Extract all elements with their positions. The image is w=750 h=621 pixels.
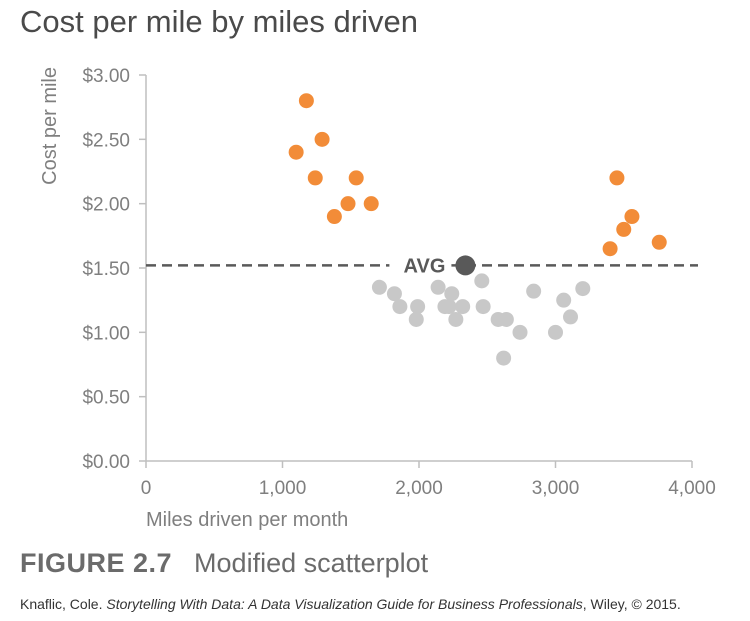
average-label-background [389, 250, 452, 279]
outlier-point [340, 196, 356, 212]
outlier-point [609, 170, 625, 186]
typical-point [430, 279, 446, 295]
typical-point [448, 311, 464, 327]
x-tick-label: 1,000 [259, 478, 307, 499]
y-tick-label: $3.00 [82, 66, 130, 87]
figure-number: FIGURE 2.7 [20, 548, 173, 578]
source-author: Knaflic, Cole. [20, 596, 107, 612]
typical-point [474, 273, 490, 289]
typical-point [392, 299, 408, 315]
y-tick-label: $2.50 [82, 130, 130, 151]
outlier-point [288, 144, 304, 160]
typical-point [556, 292, 572, 308]
outlier-point [651, 234, 667, 250]
figure-caption-text: Modified scatterplot [194, 548, 429, 578]
typical-point [498, 311, 514, 327]
outlier-point [602, 241, 618, 257]
y-tick-label: $0.50 [82, 388, 130, 409]
average-label: AVG [404, 255, 446, 277]
y-tick-label: $1.50 [82, 259, 130, 280]
outlier-point [616, 221, 632, 237]
typical-point [444, 286, 460, 302]
typical-point [496, 350, 512, 366]
typical-point [410, 299, 426, 315]
typical-point [563, 309, 579, 325]
y-axis-title: Cost per mile [39, 67, 61, 185]
outlier-point [326, 209, 342, 225]
typical-point [526, 283, 542, 299]
outlier-point [624, 209, 640, 225]
typical-point [548, 324, 563, 340]
typical-point [371, 279, 387, 295]
x-axis-title: Miles driven per month [146, 509, 348, 531]
x-tick-label: 2,000 [395, 478, 443, 499]
y-tick-label: $1.00 [82, 323, 130, 344]
typical-point [575, 281, 591, 297]
outlier-point [298, 93, 314, 109]
x-tick-label: 4,000 [668, 478, 716, 499]
figure-caption: FIGURE 2.7 Modified scatterplot [20, 548, 428, 579]
source-publisher: , Wiley, © 2015. [582, 596, 681, 612]
outlier-point [363, 196, 379, 212]
outlier-point [314, 131, 330, 147]
source-book-title: Storytelling With Data: A Data Visualiza… [106, 596, 583, 612]
outlier-point [348, 170, 364, 186]
average-point [455, 255, 476, 276]
y-tick-label: $2.00 [82, 195, 130, 216]
x-tick-label: 0 [141, 478, 152, 499]
outlier-point [307, 170, 323, 186]
typical-point [408, 311, 424, 327]
scatter-chart: Cost per mile by miles driven $0.00 $0.50 $… [20, 4, 716, 531]
typical-point [441, 299, 457, 315]
y-tick-label: $0.00 [82, 452, 130, 473]
typical-point [475, 299, 491, 315]
source-note: Knaflic, Cole. Storytelling With Data: A… [20, 596, 681, 612]
typical-point [455, 299, 471, 315]
chart-title: Cost per mile by miles driven [20, 4, 418, 39]
typical-point [386, 286, 402, 302]
x-tick-label: 3,000 [532, 478, 580, 499]
typical-point [512, 324, 528, 340]
